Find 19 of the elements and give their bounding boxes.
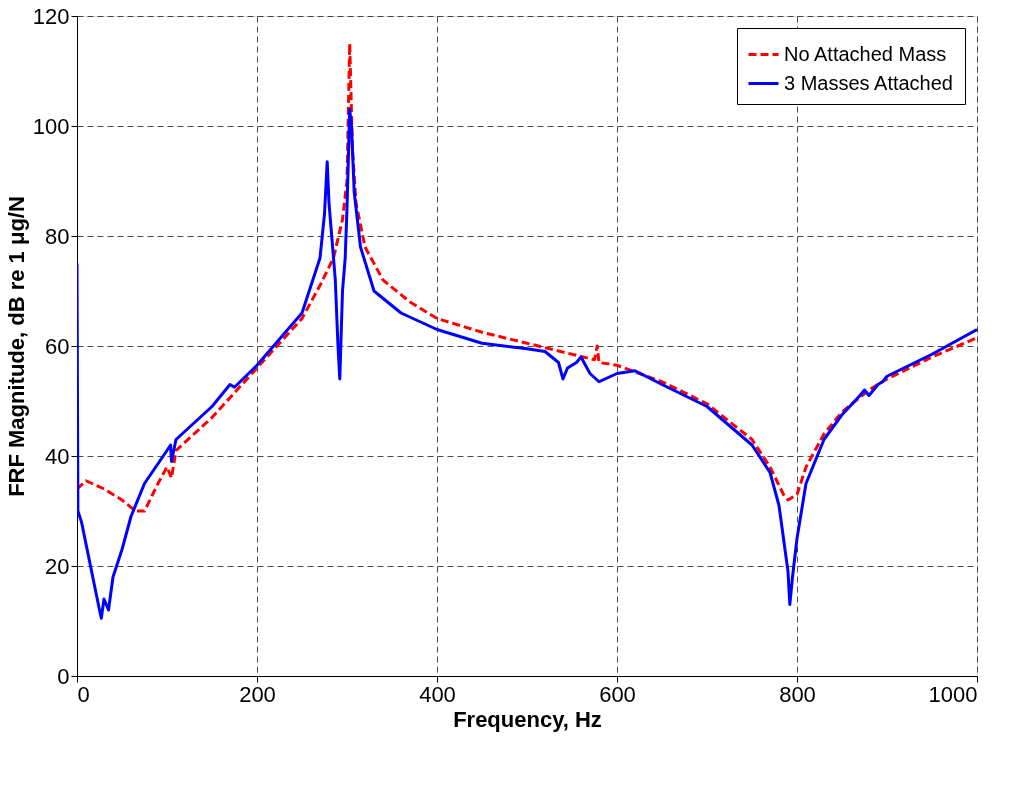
y-tick-label: 20: [45, 553, 70, 579]
line-series: [77, 108, 977, 620]
x-tick-label: 600: [599, 681, 636, 707]
legend-label: 3 Masses Attached: [784, 71, 953, 94]
y-tick-label: 0: [57, 663, 70, 689]
y-axis-title: FRF Magnitude, dB re 1 μg/N: [3, 196, 29, 497]
y-tick-label: 100: [32, 113, 70, 139]
x-tick-label: 800: [779, 681, 816, 707]
y-tick-label: 60: [45, 333, 70, 359]
y-tick-label: 120: [32, 3, 70, 29]
x-tick-label: 200: [239, 681, 276, 707]
x-tick-label: 0: [77, 681, 90, 707]
x-axis-title: Frequency, Hz: [453, 706, 602, 732]
x-tick-label: 1000: [928, 681, 978, 707]
legend-label: No Attached Mass: [784, 42, 947, 65]
line-series: [77, 42, 977, 513]
y-tick-label: 40: [45, 443, 70, 469]
x-tick-label: 400: [419, 681, 456, 707]
y-tick-label: 80: [45, 223, 70, 249]
